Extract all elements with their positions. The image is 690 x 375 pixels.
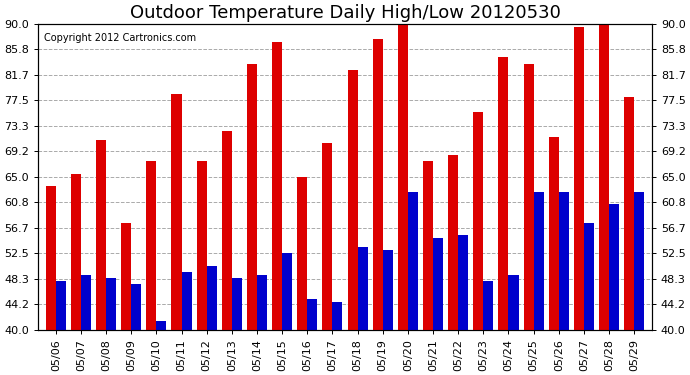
Bar	[473, 112, 483, 375]
Bar	[282, 253, 292, 375]
Bar	[172, 94, 181, 375]
Bar	[448, 155, 458, 375]
Bar	[423, 162, 433, 375]
Bar	[131, 284, 141, 375]
Bar	[483, 281, 493, 375]
Bar	[232, 278, 242, 375]
Bar	[533, 192, 544, 375]
Bar	[96, 140, 106, 375]
Bar	[71, 174, 81, 375]
Bar	[81, 275, 91, 375]
Bar	[146, 162, 157, 375]
Bar	[634, 192, 644, 375]
Bar	[307, 299, 317, 375]
Bar	[207, 266, 217, 375]
Bar	[624, 97, 634, 375]
Bar	[524, 63, 533, 375]
Bar	[609, 204, 619, 375]
Bar	[383, 250, 393, 375]
Bar	[257, 275, 267, 375]
Bar	[433, 238, 443, 375]
Bar	[157, 321, 166, 375]
Bar	[348, 70, 357, 375]
Text: Copyright 2012 Cartronics.com: Copyright 2012 Cartronics.com	[44, 33, 197, 43]
Bar	[599, 15, 609, 375]
Bar	[458, 235, 469, 375]
Bar	[559, 192, 569, 375]
Bar	[272, 42, 282, 375]
Bar	[197, 162, 207, 375]
Bar	[181, 272, 192, 375]
Bar	[106, 278, 116, 375]
Bar	[56, 281, 66, 375]
Bar	[549, 137, 559, 375]
Bar	[398, 15, 408, 375]
Bar	[509, 275, 518, 375]
Bar	[121, 223, 131, 375]
Bar	[221, 131, 232, 375]
Bar	[247, 63, 257, 375]
Bar	[574, 27, 584, 375]
Bar	[46, 186, 56, 375]
Bar	[357, 247, 368, 375]
Bar	[373, 39, 383, 375]
Bar	[584, 223, 594, 375]
Bar	[498, 57, 509, 375]
Bar	[297, 177, 307, 375]
Bar	[408, 192, 418, 375]
Bar	[333, 302, 342, 375]
Bar	[322, 143, 333, 375]
Title: Outdoor Temperature Daily High/Low 20120530: Outdoor Temperature Daily High/Low 20120…	[130, 4, 560, 22]
